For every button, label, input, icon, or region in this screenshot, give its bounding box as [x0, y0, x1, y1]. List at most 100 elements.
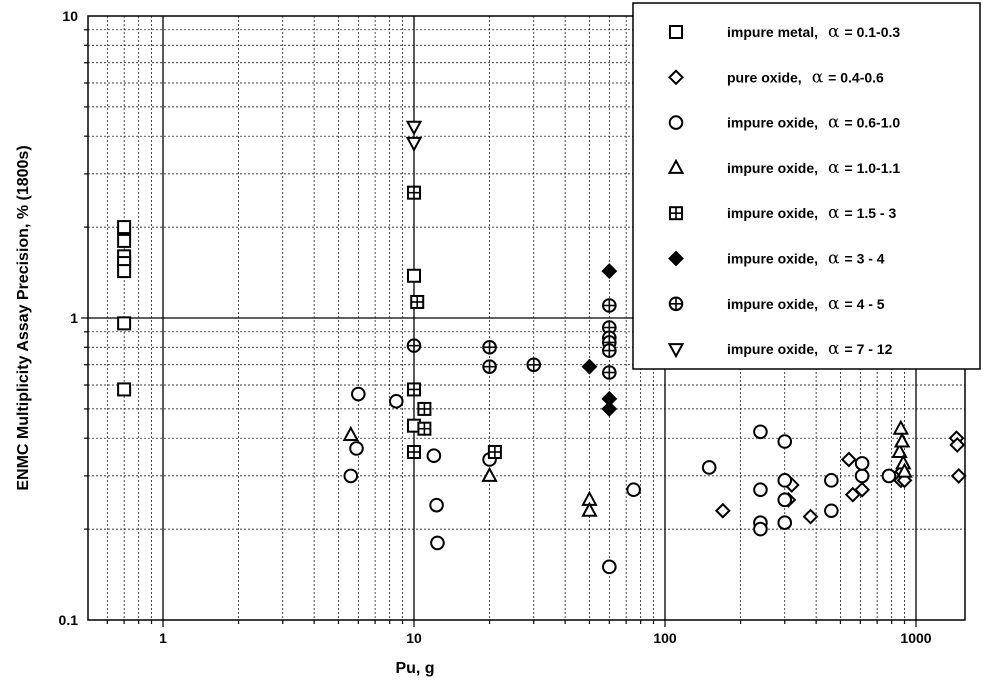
data-point [407, 268, 421, 283]
legend-entry: impure oxide, α = 3 - 4 [668, 249, 885, 269]
data-point [417, 401, 432, 416]
data-point [753, 424, 768, 440]
data-point [601, 263, 618, 280]
data-point [417, 421, 432, 436]
legend-label: impure oxide, α = 4 - 5 [727, 294, 885, 314]
data-point [526, 357, 542, 373]
legend-marker [668, 296, 684, 312]
legend-marker [669, 25, 683, 39]
data-point [777, 434, 793, 449]
y-tick-label: 10 [62, 8, 78, 24]
legend-label: impure oxide, α = 7 - 12 [727, 339, 893, 359]
legend-label: impure oxide, α = 1.5 - 3 [727, 203, 896, 223]
data-point [881, 468, 897, 484]
y-tick-label: 0.1 [59, 612, 79, 628]
data-point [949, 436, 966, 453]
legend-label: impure oxide, α = 3 - 4 [727, 249, 885, 269]
data-point [407, 185, 421, 200]
data-point [824, 473, 839, 488]
x-tick-label: 100 [653, 630, 677, 646]
data-markers [117, 120, 967, 575]
tick-labels: 1 10 100 1000 0.1 1 10 [59, 8, 932, 646]
legend: impure metal, α = 0.1-0.3 pure oxide, α = 0.4… [632, 2, 981, 370]
y-axis-title: ENMC Multiplicity Assay Precision, % (18… [15, 145, 32, 490]
legend-marker [667, 343, 685, 359]
legend-label: impure metal, α = 0.1-0.3 [727, 22, 900, 42]
series-8 [405, 120, 423, 153]
legend-marker [668, 69, 684, 86]
data-point [407, 444, 421, 459]
x-tick-label: 1000 [900, 630, 931, 646]
data-point [701, 460, 717, 475]
x-axis-title: Pu, g [395, 660, 434, 677]
data-point [482, 359, 497, 374]
data-point [410, 294, 425, 309]
series-3 [343, 386, 897, 575]
data-point [753, 482, 768, 498]
legend-entry: pure oxide, α = 0.4-0.6 [668, 67, 884, 87]
legend-entry: impure oxide, α = 0.6-1.0 [668, 113, 900, 133]
data-point [388, 393, 404, 409]
data-point [481, 466, 498, 482]
legend-label: impure oxide, α = 0.6-1.0 [727, 113, 900, 133]
data-point [602, 298, 617, 313]
y-tick-label: 1 [70, 310, 78, 326]
data-point [342, 425, 359, 441]
data-point [487, 444, 502, 459]
data-point [581, 501, 598, 517]
data-point [854, 481, 871, 498]
series-6 [581, 263, 618, 417]
legend-entry: impure oxide, α = 1.0-1.1 [667, 158, 900, 178]
legend-entry: impure oxide, α = 4 - 5 [668, 294, 885, 314]
data-point [117, 382, 132, 397]
series-7 [406, 298, 617, 380]
legend-marker [667, 158, 685, 174]
data-point [349, 441, 364, 456]
data-point [117, 316, 132, 331]
data-point [893, 432, 911, 448]
data-point [602, 559, 617, 575]
data-point [753, 521, 768, 537]
legend-marker [669, 206, 683, 221]
data-point [896, 462, 913, 478]
data-point [840, 451, 857, 468]
data-point [626, 482, 641, 498]
legend-marker [668, 115, 684, 130]
legend-entry: impure oxide, α = 7 - 12 [667, 339, 893, 359]
series-5 [407, 185, 502, 459]
data-point [343, 468, 359, 484]
legend-label: pure oxide, α = 0.4-0.6 [727, 67, 884, 87]
data-point [117, 220, 132, 235]
data-point [824, 503, 839, 519]
data-point [602, 343, 617, 358]
data-point [429, 497, 444, 513]
data-point [601, 400, 618, 417]
data-point [777, 473, 793, 488]
data-point [117, 233, 132, 248]
data-point [430, 535, 445, 551]
data-point [892, 419, 909, 435]
data-point [117, 264, 132, 279]
data-point [777, 515, 793, 530]
series-2 [714, 430, 967, 525]
data-point [405, 136, 423, 153]
series-1 [117, 220, 421, 433]
data-point [802, 508, 819, 525]
data-point [426, 448, 442, 463]
data-point [482, 339, 497, 355]
data-point [351, 386, 366, 402]
x-tick-label: 10 [406, 630, 422, 646]
data-point [950, 467, 967, 484]
data-point [891, 442, 908, 458]
legend-entry: impure metal, α = 0.1-0.3 [669, 22, 900, 42]
data-point [407, 382, 421, 397]
series-4 [342, 419, 913, 517]
legend-box [632, 2, 981, 370]
legend-label: impure oxide, α = 1.0-1.1 [727, 158, 900, 178]
data-point [406, 338, 422, 353]
data-point [405, 120, 423, 136]
data-point [581, 358, 598, 375]
data-point [854, 468, 870, 484]
data-point [602, 365, 617, 380]
